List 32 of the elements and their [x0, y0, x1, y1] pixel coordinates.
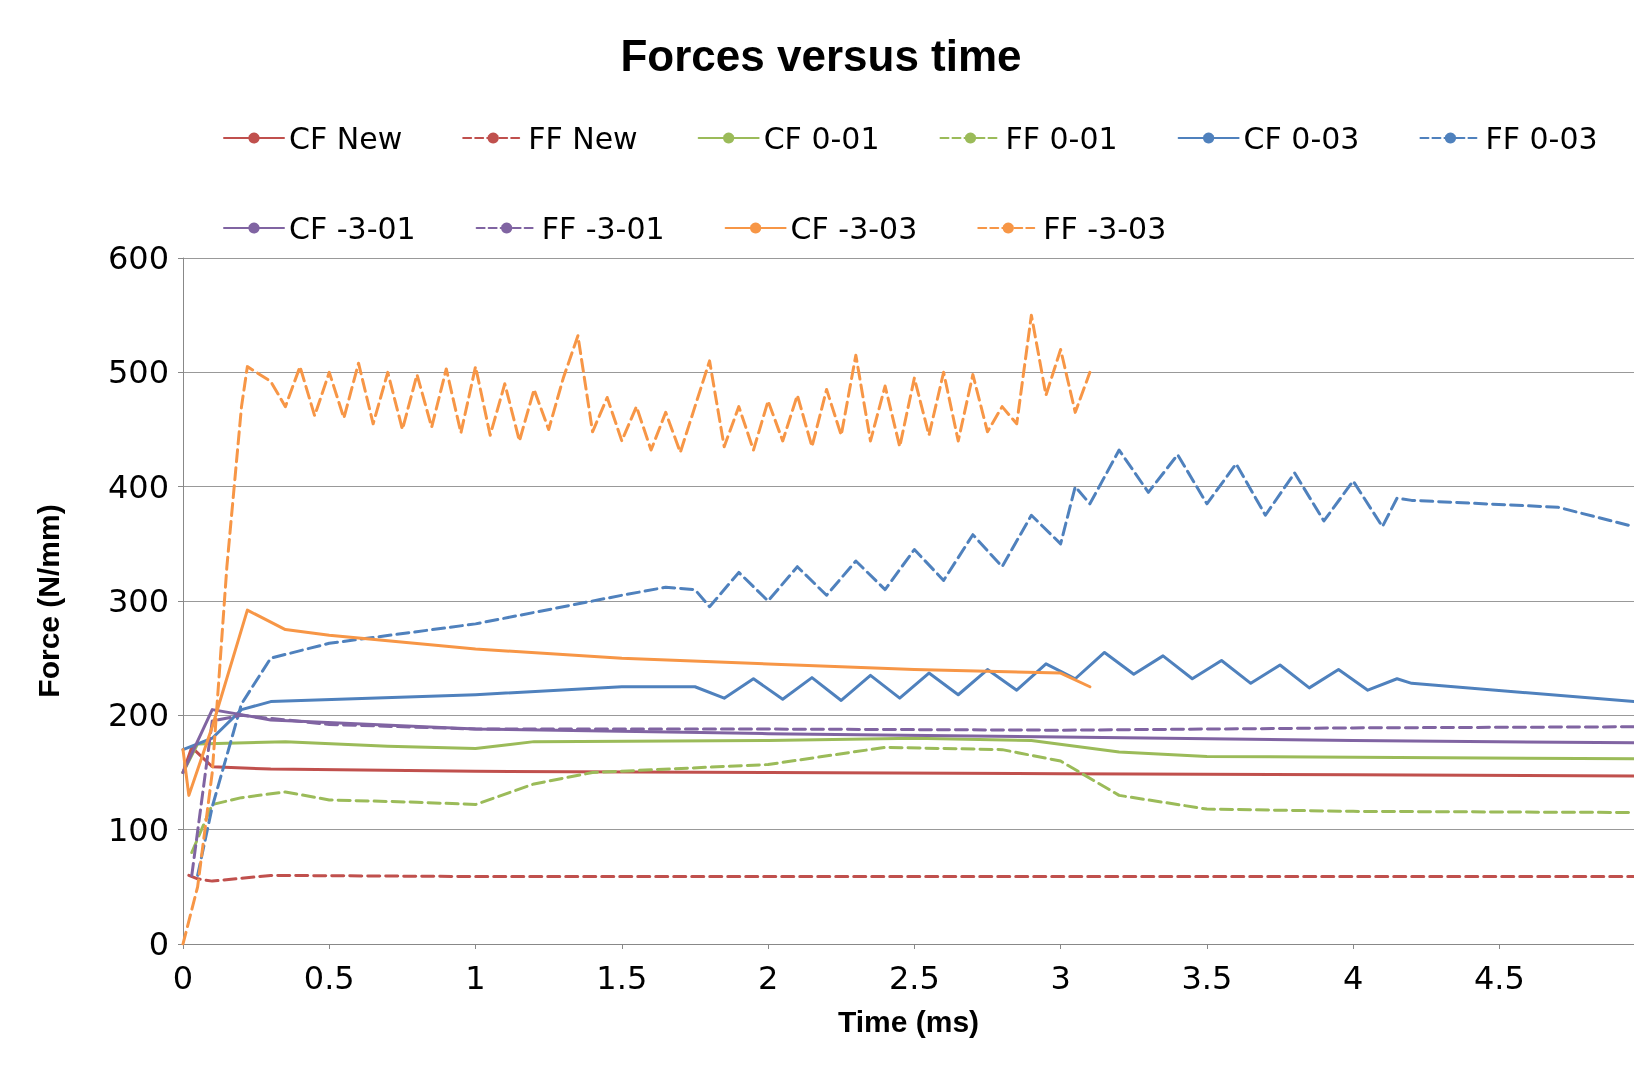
legend-label: FF New: [528, 120, 638, 156]
legend-label: CF -3-01: [289, 210, 416, 246]
y-tick-label: 500: [107, 353, 169, 392]
y-tick-label: 100: [107, 810, 169, 849]
legend-label: CF -3-03: [790, 210, 918, 246]
legend-label: FF 0-03: [1485, 120, 1598, 156]
y-tick-label: 0: [148, 925, 169, 963]
x-tick-label: 3: [1050, 959, 1071, 997]
x-tick-label: 4: [1342, 959, 1364, 997]
x-tick-label: 4.5: [1473, 959, 1525, 997]
legend-label: FF -3-03: [1043, 210, 1167, 246]
x-tick-label: 1: [465, 959, 486, 997]
chart-title: Forces versus time: [620, 30, 1022, 80]
x-tick-label: 1.5: [596, 959, 648, 997]
line-series: [181, 745, 1634, 778]
y-axis-title: Force (N/mm): [31, 504, 65, 698]
legend-label: FF 0-01: [1005, 120, 1118, 156]
line-series: [181, 313, 1092, 946]
y-tick-label: 400: [107, 467, 169, 506]
x-tick-label: 2: [757, 959, 779, 997]
x-axis-title: Time (ms): [837, 1004, 980, 1038]
y-tick-label: 600: [107, 239, 169, 277]
x-tick-label: 2.5: [888, 959, 940, 997]
x-tick-label: 0.5: [303, 959, 355, 997]
x-tick-label: 0: [172, 959, 194, 997]
y-tick-label: 200: [107, 696, 169, 735]
legend-label: CF New: [289, 120, 403, 156]
y-tick-label: 300: [107, 582, 169, 620]
x-tick-label: 3.5: [1181, 959, 1233, 997]
legend-label: CF 0-01: [763, 120, 880, 156]
legend-label: CF 0-03: [1243, 120, 1360, 156]
legend-label: FF -3-01: [541, 210, 665, 246]
